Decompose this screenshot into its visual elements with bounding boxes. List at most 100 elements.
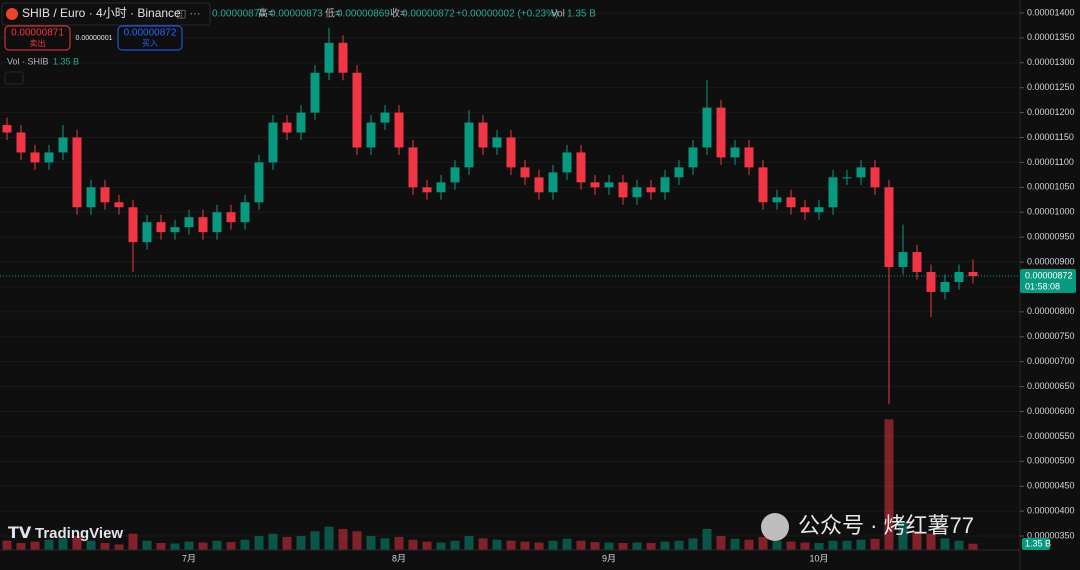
candle-body — [478, 122, 488, 148]
candle-body — [758, 167, 768, 203]
candle-body — [324, 42, 334, 73]
candle-body — [786, 197, 796, 208]
candle-body — [870, 167, 880, 188]
candle-body — [156, 222, 166, 233]
candle-body — [590, 182, 600, 188]
candle-body — [212, 212, 222, 233]
volume-bar — [268, 533, 278, 550]
candle-body — [58, 137, 68, 153]
volume-bar — [604, 542, 614, 550]
sell-button[interactable] — [4, 25, 71, 51]
candle-body — [268, 122, 278, 163]
candle-body — [380, 112, 390, 123]
volume-bar — [198, 542, 208, 550]
y-tick-label: 0.00000450 — [1027, 481, 1075, 491]
symbol-box[interactable] — [1, 2, 211, 26]
volume-bar — [814, 543, 824, 550]
volume-bar — [968, 543, 978, 550]
buy-price[interactable]: 0.00000872 — [124, 28, 177, 39]
y-tick-label: 0.00000700 — [1027, 356, 1075, 366]
volume-bar — [2, 540, 12, 550]
y-tick-label: 0.00000950 — [1027, 232, 1075, 242]
candle-body — [352, 72, 362, 148]
volume-legend-value: 1.35 B — [53, 56, 79, 66]
volume-bar — [352, 531, 362, 550]
candle-body — [226, 212, 236, 223]
high-value: 0.00000873 — [270, 9, 323, 20]
y-tick-label: 0.00001150 — [1027, 132, 1074, 142]
candle-body — [394, 112, 404, 148]
volume-bar — [940, 538, 950, 550]
candle-body — [898, 252, 908, 268]
volume-bar — [212, 540, 222, 550]
candle-body — [254, 162, 264, 203]
buy-label[interactable]: 买入 — [142, 39, 158, 48]
y-tick-label: 0.00001000 — [1027, 207, 1075, 217]
price-axis: 0.00000350 0.00000400 0.00000450 0.00000500… — [1020, 7, 1075, 540]
volume-bar — [660, 541, 670, 550]
volume-bar — [618, 543, 628, 550]
candle-body — [646, 187, 656, 193]
volume-bar — [170, 543, 180, 550]
candle-body — [282, 122, 292, 133]
candle-body — [296, 112, 306, 133]
volume-bar — [366, 536, 376, 550]
volume-bar — [828, 540, 838, 550]
candle-body — [86, 187, 96, 208]
candle-body — [604, 182, 614, 188]
volume-bar — [142, 540, 152, 550]
candle-body — [884, 187, 894, 268]
candle-body — [548, 172, 558, 193]
candle-body — [730, 147, 740, 158]
candle-body — [506, 137, 516, 168]
candle-body — [2, 125, 12, 133]
candle-body — [366, 122, 376, 148]
volume-tag-label: 1.35 B — [1025, 538, 1051, 548]
candle-body — [954, 272, 964, 282]
candle-body — [968, 272, 978, 276]
volume-bar — [86, 540, 96, 550]
candle-body — [674, 167, 684, 178]
y-tick-label: 0.00001250 — [1027, 82, 1075, 92]
high-key: 高= — [258, 7, 274, 20]
volume-bar — [506, 540, 516, 550]
candle-body — [856, 167, 866, 178]
volume-bar — [926, 533, 936, 550]
volume-bar — [436, 542, 446, 550]
volume-bar — [240, 539, 250, 550]
x-tick-label: 8月 — [392, 553, 406, 563]
collapse-button[interactable] — [4, 71, 24, 85]
candle-body — [170, 227, 180, 233]
volume-bar — [590, 542, 600, 550]
y-tick-label: 0.00000750 — [1027, 331, 1075, 341]
volume-bar — [730, 538, 740, 550]
candle-body — [534, 177, 544, 193]
volume-bar — [100, 543, 110, 550]
sell-label[interactable]: 卖出 — [30, 38, 46, 48]
icon[interactable]: ◫ ⋯ — [176, 8, 200, 20]
candle-body — [702, 107, 712, 148]
volume-bar — [58, 538, 68, 550]
candle-body — [576, 152, 586, 183]
last-price-tag — [1020, 268, 1076, 293]
vol-value: 1.35 B — [567, 9, 596, 20]
buy-button[interactable] — [117, 25, 183, 51]
sell-price[interactable]: 0.00000871 — [11, 28, 64, 39]
low-key: 低= — [325, 7, 341, 20]
volume-bar — [870, 538, 880, 550]
close-key: 收= — [390, 7, 406, 20]
symbol-icon — [6, 8, 18, 20]
candle-body — [408, 147, 418, 188]
volume-bar — [156, 543, 166, 550]
candle-body — [632, 187, 642, 198]
candle-body — [828, 177, 838, 208]
volume-legend-name: Vol · SHIB — [7, 56, 49, 66]
candle-body — [492, 137, 502, 148]
volume-bar — [702, 529, 712, 550]
volume-bar — [674, 540, 684, 550]
volume-pane — [2, 419, 978, 550]
grid — [0, 12, 1020, 537]
volume-bar — [310, 531, 320, 550]
volume-bar — [44, 539, 54, 550]
